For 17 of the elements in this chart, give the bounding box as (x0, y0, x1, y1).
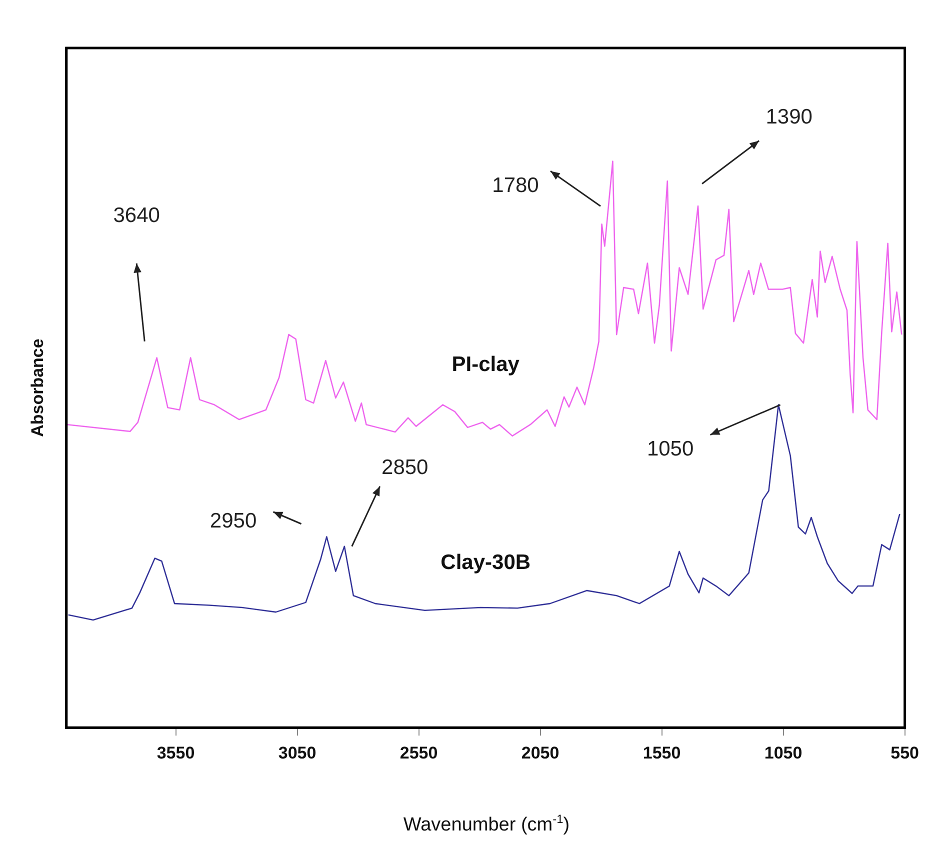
series-label: PI-clay (452, 352, 520, 376)
x-tick-label: 1550 (642, 743, 681, 762)
annotation: 2950 (210, 510, 257, 533)
annotation: 2850 (382, 456, 428, 480)
x-tick-label: 550 (890, 743, 920, 762)
annotation: 3640 (113, 204, 160, 228)
x-axis-title: Wavenumber (cm$^{-1}$) (402, 812, 571, 836)
series-label: Clay-30B (440, 551, 531, 574)
x-tick-label: 3550 (156, 743, 195, 762)
x-tick-label: 3050 (278, 743, 316, 762)
text: 1390 (766, 106, 812, 129)
x-tick-label: 1050 (764, 743, 802, 762)
annotation: 1780 (492, 174, 539, 197)
annotation: 1050 (646, 438, 694, 461)
x-tick-label: 2050 (521, 743, 560, 762)
y-axis-title: Absorbance (28, 338, 47, 437)
x-tick-label: 2550 (400, 743, 438, 762)
